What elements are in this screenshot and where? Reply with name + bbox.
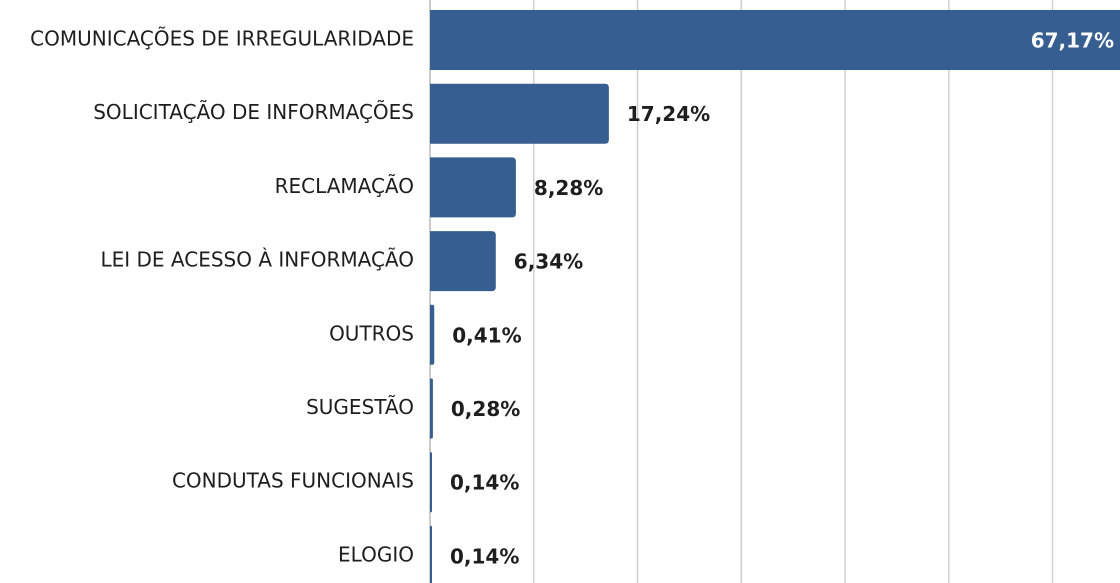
value-label: 0,41% [452, 323, 521, 347]
bar [430, 378, 433, 439]
value-label: 0,14% [450, 471, 519, 495]
category-label: RECLAMAÇÃO [275, 174, 414, 198]
bar [430, 304, 435, 365]
category-label: CONDUTAS FUNCIONAIS [172, 469, 414, 493]
value-label: 0,14% [450, 544, 519, 568]
value-label: 8,28% [534, 176, 603, 200]
category-label: ELOGIO [338, 542, 414, 566]
bar [430, 525, 432, 583]
category-label: COMUNICAÇÕES DE IRREGULARIDADE [30, 27, 414, 51]
bar [430, 231, 496, 292]
category-label: SUGESTÃO [306, 395, 414, 419]
category-label: LEI DE ACESSO À INFORMAÇÃO [100, 248, 414, 272]
bar [430, 452, 432, 513]
value-label: 17,24% [627, 102, 710, 126]
category-label: OUTROS [329, 321, 414, 345]
bar [430, 83, 609, 144]
value-label: 67,17% [1031, 29, 1114, 53]
bar [430, 157, 516, 218]
value-label: 6,34% [514, 250, 583, 274]
category-label: SOLICITAÇÃO DE INFORMAÇÕES [93, 100, 414, 124]
value-label: 0,28% [451, 397, 520, 421]
bars [430, 10, 1120, 583]
bar [430, 10, 1120, 70]
